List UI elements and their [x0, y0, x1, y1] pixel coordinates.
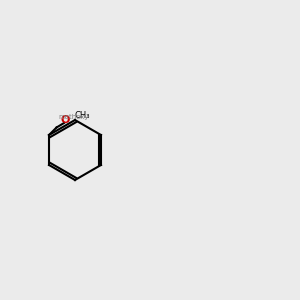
Text: O: O: [61, 115, 70, 125]
Text: CH₃: CH₃: [74, 111, 90, 120]
Text: methoxy: methoxy: [58, 113, 88, 119]
